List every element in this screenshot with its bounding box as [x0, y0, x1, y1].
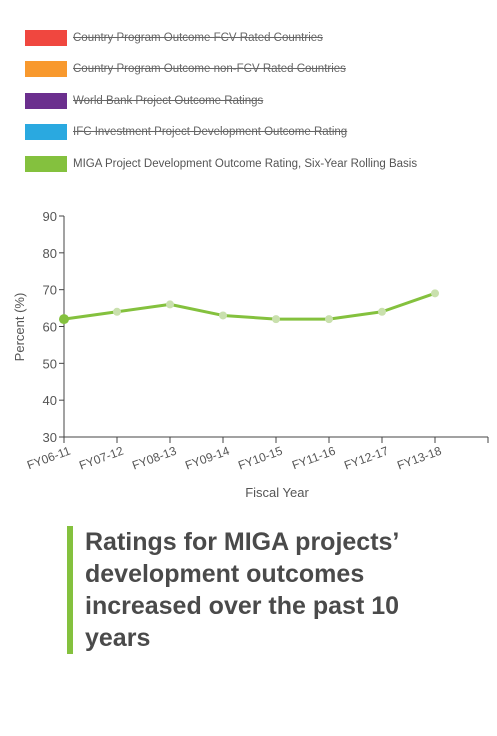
data-point	[219, 311, 227, 320]
y-axis: 30 40 50 60 70 80 90	[43, 209, 65, 445]
y-tick-label: 70	[43, 283, 57, 298]
data-point	[431, 289, 439, 298]
x-tick-label: FY12-17	[342, 444, 390, 473]
legend-label: IFC Investment Project Development Outco…	[73, 126, 348, 139]
legend-item-country-non-fcv[interactable]: Country Program Outcome non-FCV Rated Co…	[25, 54, 417, 86]
x-tick-label: FY13-18	[395, 444, 443, 473]
callout-text: Ratings for MIGA projects’ development o…	[85, 528, 400, 652]
data-point	[113, 307, 121, 316]
y-axis-label: Percent (%)	[12, 293, 27, 362]
x-tick-label: FY09-14	[183, 444, 231, 473]
data-point	[166, 300, 174, 309]
data-point	[325, 315, 333, 324]
x-tick-label: FY06-11	[25, 444, 73, 473]
legend-swatch	[25, 155, 67, 172]
series-line	[62, 291, 437, 321]
y-tick-label: 50	[43, 356, 57, 371]
x-axis: FY06-11 FY07-12 FY08-13 FY09-14 FY10-15 FY11-…	[25, 436, 489, 473]
legend-item-world-bank[interactable]: World Bank Project Outcome Ratings	[25, 85, 417, 117]
data-point	[59, 314, 69, 325]
legend-swatch	[25, 29, 67, 46]
legend-swatch	[25, 124, 67, 141]
y-tick-label: 60	[43, 320, 57, 335]
legend-label: Country Program Outcome FCV Rated Countr…	[73, 31, 323, 44]
legend-swatch	[25, 92, 67, 109]
y-tick-label: 80	[43, 246, 57, 261]
data-point	[272, 315, 280, 324]
chart-legend: Country Program Outcome FCV Rated Countr…	[25, 22, 417, 180]
x-tick-label: FY10-15	[236, 444, 284, 473]
x-tick-label: FY07-12	[77, 444, 125, 473]
x-tick-label: FY11-16	[290, 444, 338, 473]
x-axis-label: Fiscal Year	[245, 485, 309, 500]
legend-swatch	[25, 61, 67, 78]
line-chart: 30 40 50 60 70 80 90 FY06-11 FY07-12 FY08-13 FY09…	[12, 209, 489, 500]
legend-item-country-fcv[interactable]: Country Program Outcome FCV Rated Countr…	[25, 22, 417, 54]
data-point	[378, 307, 386, 316]
legend-item-miga[interactable]: MIGA Project Development Outcome Rating,…	[25, 148, 417, 180]
x-tick-label: FY08-13	[130, 444, 178, 473]
series-layer	[59, 289, 439, 325]
y-tick-label: 40	[43, 393, 57, 408]
callout: Ratings for MIGA projects’ development o…	[67, 526, 445, 654]
legend-item-ifc[interactable]: IFC Investment Project Development Outco…	[25, 117, 417, 149]
y-tick-label: 30	[43, 430, 57, 445]
legend-label: World Bank Project Outcome Ratings	[73, 94, 264, 107]
y-tick-label: 90	[43, 209, 57, 224]
legend-label: MIGA Project Development Outcome Rating,…	[73, 157, 418, 170]
legend-label: Country Program Outcome non-FCV Rated Co…	[73, 63, 346, 76]
